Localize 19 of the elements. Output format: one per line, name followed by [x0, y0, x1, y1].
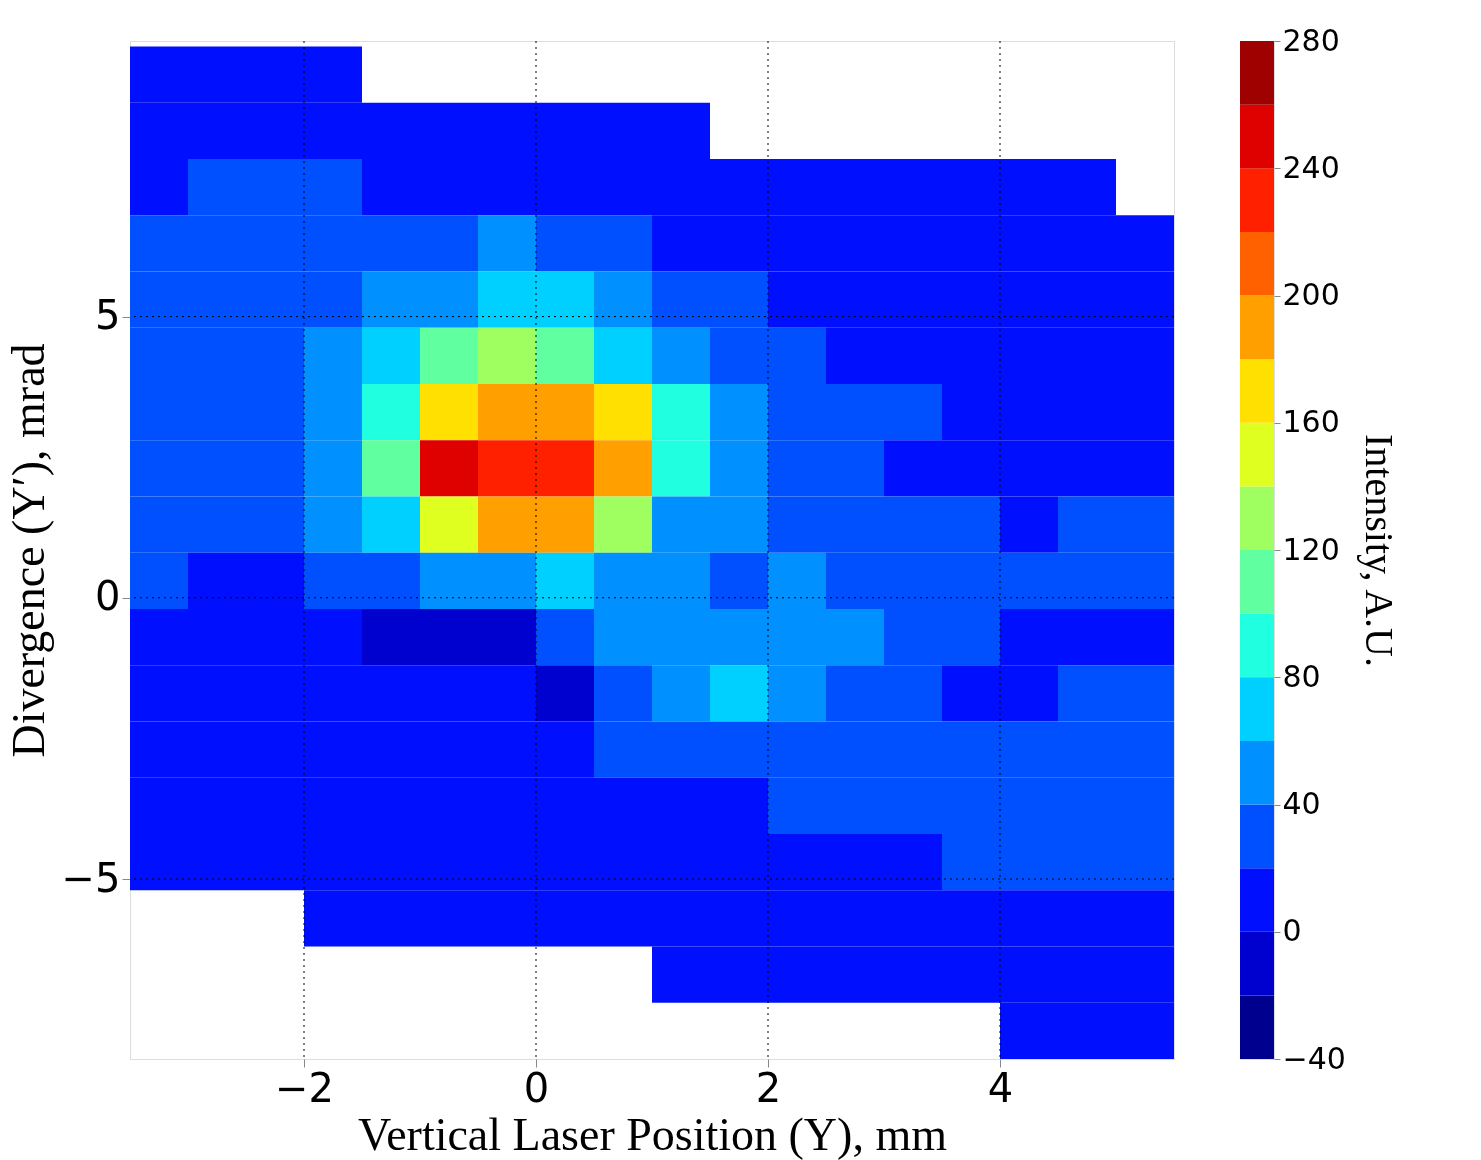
x-tick-label: −2: [275, 1064, 334, 1111]
color-bar-label: 160: [1282, 404, 1340, 440]
color-bar-title: Intensity, A.U.: [1356, 434, 1402, 667]
x-tick-label: 0: [523, 1064, 550, 1111]
y-tick-label: 0: [95, 573, 121, 620]
y-tick-label: −5: [61, 854, 121, 901]
color-bar-label: 120: [1282, 531, 1340, 567]
color-bar-label: 80: [1282, 658, 1321, 694]
color-bar-label: 0: [1282, 913, 1302, 949]
x-tick-label: 4: [987, 1064, 1014, 1111]
color-bar-label: 280: [1282, 22, 1340, 58]
y-tick-label: 5: [95, 292, 121, 339]
x-tick-label: 2: [755, 1064, 782, 1111]
color-bar-label: 240: [1282, 149, 1340, 185]
color-bar-label: 40: [1282, 786, 1321, 821]
y-axis-title: Divergence (Y′), mrad: [2, 343, 54, 758]
color-bar-label: 200: [1282, 277, 1340, 312]
x-axis-title: Vertical Laser Position (Y), mm: [358, 1108, 948, 1160]
color-bar-label: −40: [1282, 1040, 1346, 1076]
